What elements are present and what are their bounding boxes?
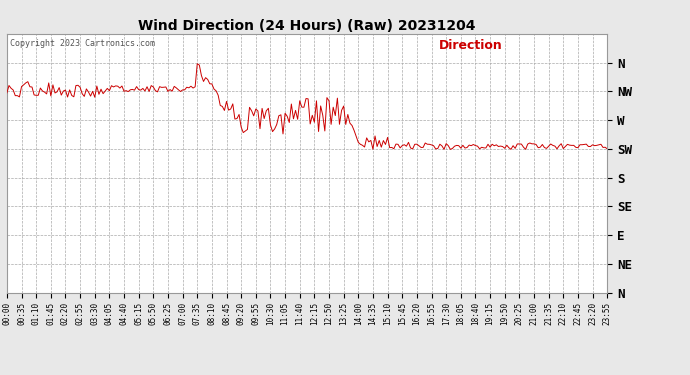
Text: Copyright 2023 Cartronics.com: Copyright 2023 Cartronics.com (10, 39, 155, 48)
Text: Direction: Direction (439, 39, 503, 52)
Title: Wind Direction (24 Hours) (Raw) 20231204: Wind Direction (24 Hours) (Raw) 20231204 (138, 19, 476, 33)
